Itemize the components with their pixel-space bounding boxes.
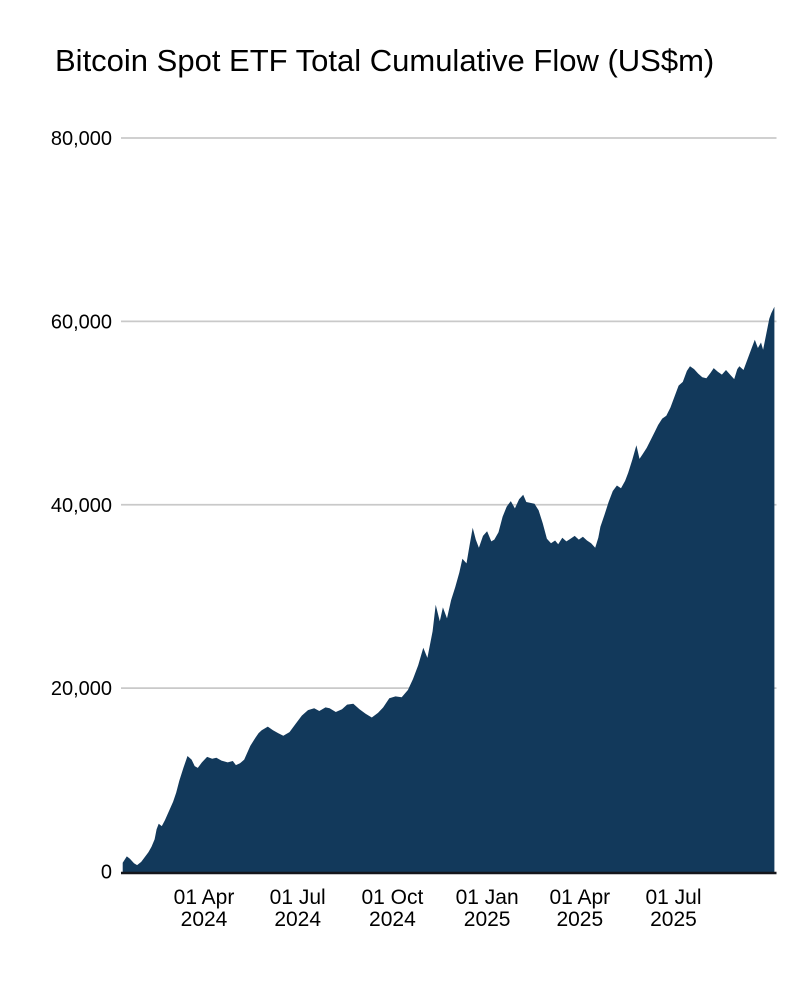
x-axis-tick-year-label: 2025 bbox=[464, 908, 511, 931]
y-axis-labels-group: 0 20,000 40,000 60,000 80,000 bbox=[51, 128, 112, 884]
x-axis-tick-year-label: 2024 bbox=[369, 908, 416, 931]
x-axis-tick-year-label: 2024 bbox=[274, 908, 321, 931]
x-axis-tick-year-label: 2024 bbox=[181, 908, 228, 931]
y-axis-tick-label: 40,000 bbox=[51, 495, 112, 517]
x-axis-tick-label: 01 Jul bbox=[645, 886, 701, 909]
x-axis-tick-label: 01 Apr bbox=[549, 886, 610, 909]
area-series-group bbox=[122, 306, 775, 874]
y-axis-tick-label: 80,000 bbox=[51, 128, 112, 150]
area-series bbox=[122, 306, 775, 874]
x-axis-tick-label: 01 Apr bbox=[174, 886, 235, 909]
y-axis-tick-label: 60,000 bbox=[51, 311, 112, 333]
y-axis-tick-label: 20,000 bbox=[51, 678, 112, 700]
chart-title: Bitcoin Spot ETF Total Cumulative Flow (… bbox=[55, 43, 715, 78]
x-axis-tick-label: 01 Oct bbox=[361, 886, 423, 909]
y-axis-tick-label: 0 bbox=[101, 862, 112, 884]
x-axis-tick-label: 01 Jul bbox=[270, 886, 326, 909]
x-axis-tick-label: 01 Jan bbox=[456, 886, 519, 909]
x-axis-tick-year-label: 2025 bbox=[650, 908, 697, 931]
x-axis-tick-year-label: 2025 bbox=[556, 908, 603, 931]
